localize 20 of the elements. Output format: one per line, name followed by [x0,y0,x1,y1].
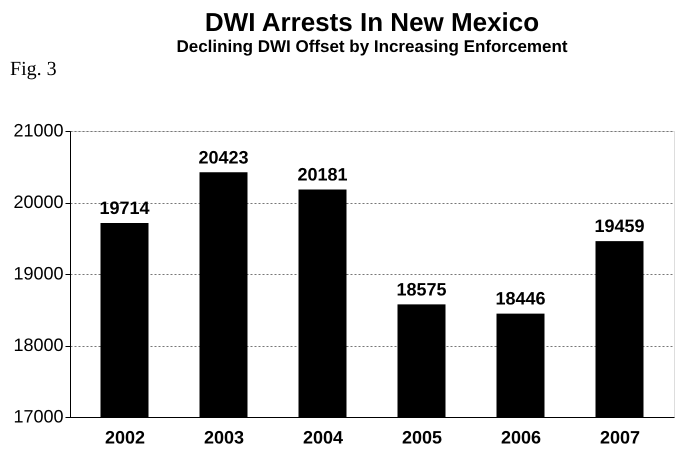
y-tick-label: 18000 [13,335,64,355]
x-tick-label: 2003 [204,428,244,448]
data-label: 18446 [495,288,546,309]
y-tick-label: 20000 [13,192,64,212]
data-label: 19714 [99,198,150,218]
x-tick-label: 2004 [302,428,344,448]
x-tick-label: 2006 [500,428,542,448]
chart-subtitle: Declining DWI Offset by Increasing Enforcement [176,37,568,56]
caption: Fig. 3 [10,58,57,80]
y-tick-label: 17000 [13,406,64,426]
y-tick-label: 19000 [13,264,64,284]
y-tick-label: 21000 [13,120,64,140]
data-label: 19459 [594,216,645,236]
data-label: 20181 [297,164,348,185]
x-tick-label: 2007 [600,428,640,448]
chart-title: DWI Arrests In New Mexico [204,7,540,37]
x-tick-label: 2005 [402,428,442,448]
data-label: 18575 [396,279,447,300]
data-label: 20423 [198,147,249,168]
x-tick-label: 2002 [104,428,146,448]
